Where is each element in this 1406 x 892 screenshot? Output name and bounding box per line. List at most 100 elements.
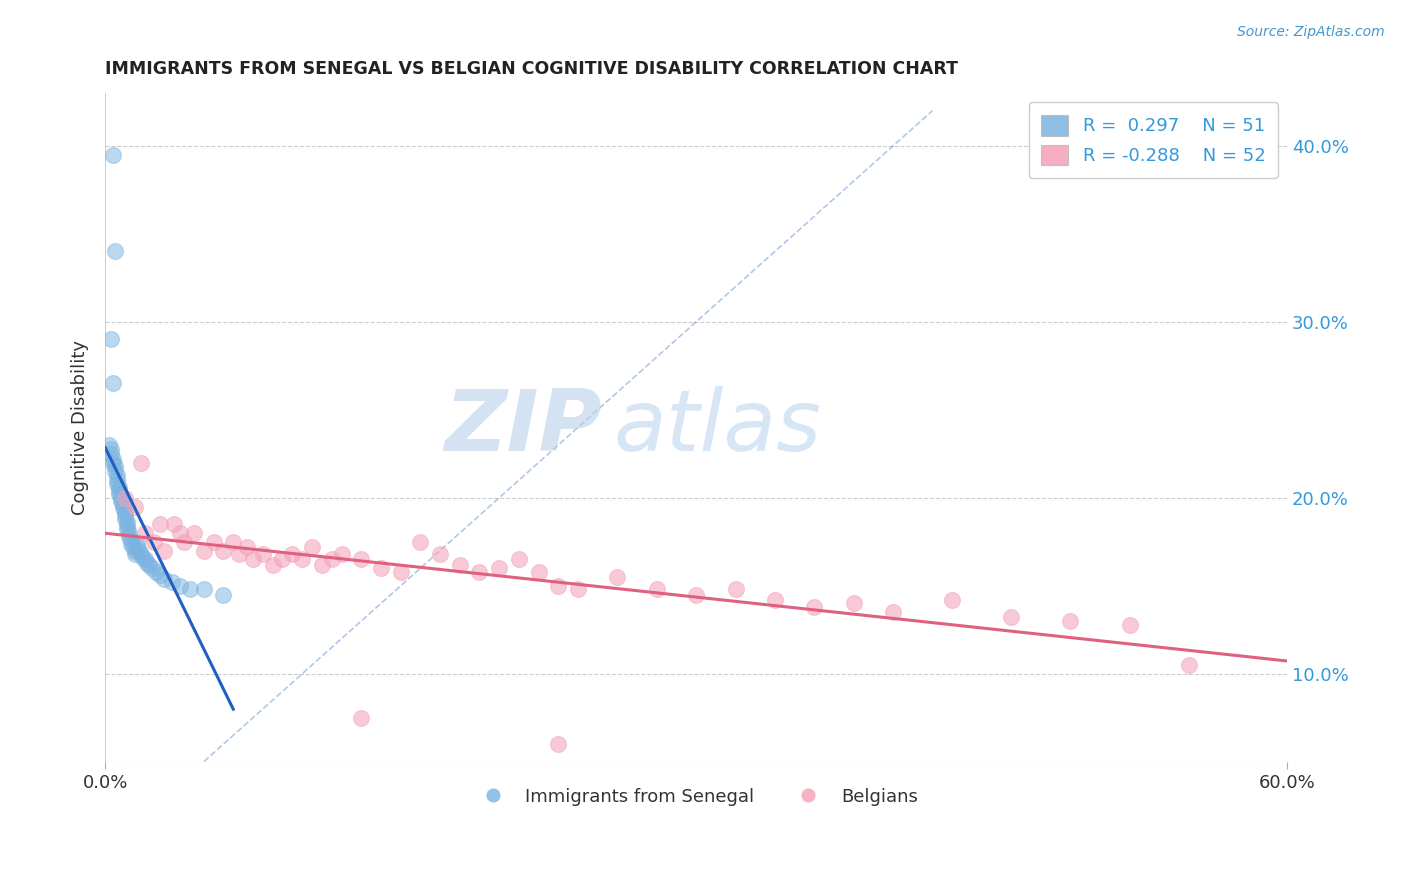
Point (115, 516, 138, 530)
Point (262, 558, 284, 572)
Point (724, 582, 747, 597)
Point (449, 558, 471, 572)
Point (135, 556, 157, 570)
Point (429, 547, 451, 561)
Text: atlas: atlas (613, 386, 821, 469)
Point (101, 452, 124, 467)
Point (149, 568, 172, 582)
Point (193, 543, 215, 558)
Point (370, 561, 392, 575)
Point (141, 561, 163, 575)
Y-axis label: Cognitive Disability: Cognitive Disability (72, 340, 89, 515)
Point (281, 547, 304, 561)
Point (311, 558, 333, 572)
Point (104, 244, 127, 259)
Point (131, 550, 153, 565)
Point (100, 442, 122, 456)
Point (115, 523, 138, 537)
Text: Source: ZipAtlas.com: Source: ZipAtlas.com (1237, 25, 1385, 39)
Point (124, 547, 146, 561)
Point (236, 540, 259, 554)
Text: IMMIGRANTS FROM SENEGAL VS BELGIAN COGNITIVE DISABILITY CORRELATION CHART: IMMIGRANTS FROM SENEGAL VS BELGIAN COGNI… (105, 60, 959, 78)
Point (567, 582, 589, 597)
Point (242, 552, 264, 566)
Point (111, 498, 134, 512)
Point (114, 505, 136, 519)
Point (1000, 610, 1022, 624)
Point (134, 526, 156, 541)
Point (685, 588, 707, 602)
Point (104, 459, 127, 474)
Point (409, 534, 432, 549)
Point (101, 376, 124, 391)
Point (105, 467, 128, 482)
Point (134, 552, 156, 566)
Point (153, 572, 176, 586)
Point (129, 547, 152, 561)
Point (291, 552, 314, 566)
Point (111, 501, 134, 516)
Point (468, 565, 491, 579)
Point (128, 543, 150, 558)
Point (160, 575, 183, 590)
Point (98, 438, 121, 452)
Point (125, 536, 148, 550)
Point (110, 491, 132, 505)
Point (125, 540, 148, 554)
Point (488, 561, 510, 575)
Point (145, 565, 167, 579)
Point (1118, 617, 1140, 632)
Point (179, 582, 201, 597)
Point (350, 552, 373, 566)
Point (389, 565, 412, 579)
Point (1059, 614, 1081, 628)
Point (114, 512, 136, 526)
Point (763, 592, 786, 607)
Point (169, 526, 191, 541)
Point (114, 508, 136, 523)
Point (212, 588, 235, 602)
Text: ZIP: ZIP (444, 386, 602, 469)
Point (350, 711, 373, 725)
Point (118, 526, 141, 541)
Point (803, 599, 825, 614)
Point (108, 487, 131, 501)
Point (143, 534, 166, 549)
Point (124, 500, 146, 514)
Point (222, 534, 245, 549)
Point (169, 579, 191, 593)
Point (547, 737, 569, 751)
Point (114, 491, 136, 505)
Point (118, 529, 141, 543)
Point (202, 534, 225, 549)
Point (882, 605, 904, 619)
Point (271, 552, 294, 566)
Point (252, 547, 274, 561)
Point (138, 558, 160, 572)
Point (193, 582, 215, 597)
Point (120, 533, 142, 547)
Point (301, 540, 323, 554)
Point (129, 456, 152, 470)
Point (173, 534, 195, 549)
Point (321, 552, 343, 566)
Point (104, 464, 127, 478)
Point (183, 526, 205, 541)
Point (547, 579, 569, 593)
Point (101, 456, 124, 470)
Point (124, 543, 146, 558)
Point (527, 565, 550, 579)
Point (606, 570, 628, 584)
Legend: Immigrants from Senegal, Belgians: Immigrants from Senegal, Belgians (467, 780, 925, 813)
Point (100, 447, 122, 461)
Point (120, 536, 142, 550)
Point (508, 552, 530, 566)
Point (941, 592, 963, 607)
Point (153, 543, 176, 558)
Point (105, 476, 128, 491)
Point (842, 596, 865, 610)
Point (1177, 657, 1199, 672)
Point (163, 517, 186, 532)
Point (121, 540, 143, 554)
Point (212, 543, 235, 558)
